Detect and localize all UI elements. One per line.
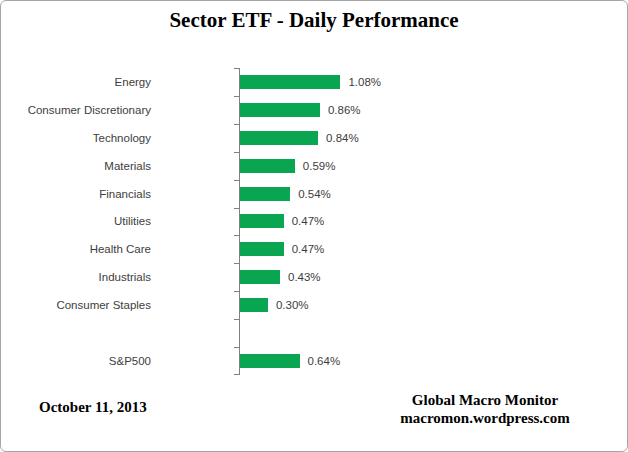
axis-tick <box>234 96 239 97</box>
category-label <box>1 319 151 347</box>
chart-row: Industrials 0.43% <box>1 263 628 291</box>
bar-value-label: 0.47% <box>292 208 325 236</box>
bar-value-label: 0.86% <box>328 96 361 124</box>
axis-tick <box>234 68 239 69</box>
category-label: Consumer Staples <box>1 291 151 319</box>
chart-row: S&P500 0.64% <box>1 347 628 375</box>
bar <box>240 103 320 117</box>
credit-line-1: Global Macro Monitor <box>379 391 591 409</box>
category-label: Energy <box>1 68 151 96</box>
axis-tick <box>234 374 239 375</box>
category-label: Industrials <box>1 263 151 291</box>
plot-area: Energy1.08%Consumer Discretionary0.86%Te… <box>1 68 628 375</box>
bar <box>240 354 300 368</box>
axis-tick <box>234 263 239 264</box>
axis-tick <box>234 124 239 125</box>
axis-tick <box>234 208 239 209</box>
chart-row: Financials 0.54% <box>1 180 628 208</box>
category-axis-line <box>239 68 240 375</box>
axis-tick <box>234 235 239 236</box>
category-label: Materials <box>1 152 151 180</box>
bar <box>240 298 268 312</box>
axis-tick <box>234 347 239 348</box>
bar <box>240 270 280 284</box>
bar <box>240 75 340 89</box>
bar-value-label: 0.47% <box>292 235 325 263</box>
chart-row: Consumer Discretionary 0.86% <box>1 96 628 124</box>
credit-line-2: macromon.wordpress.com <box>379 409 591 427</box>
chart-row: Health Care 0.47% <box>1 235 628 263</box>
chart-row <box>1 319 628 347</box>
category-label: Consumer Discretionary <box>1 96 151 124</box>
bar <box>240 242 284 256</box>
chart-row: Utilities 0.47% <box>1 208 628 236</box>
axis-tick <box>234 319 239 320</box>
bar <box>240 187 290 201</box>
chart-row: Consumer Staples 0.30% <box>1 291 628 319</box>
bar-value-label: 0.64% <box>308 347 341 375</box>
bar-value-label: 0.30% <box>276 291 309 319</box>
bar-value-label: 0.54% <box>298 180 331 208</box>
chart-row: Energy 1.08% <box>1 68 628 96</box>
sector-etf-chart: Sector ETF - Daily Performance Energy 1.0… <box>0 0 628 452</box>
bar-value-label: 0.43% <box>288 263 321 291</box>
axis-tick <box>234 152 239 153</box>
bar <box>240 214 284 228</box>
chart-title: Sector ETF - Daily Performance <box>1 8 627 33</box>
chart-row: Materials 0.59% <box>1 152 628 180</box>
chart-row: Technology 0.84% <box>1 124 628 152</box>
axis-tick <box>234 291 239 292</box>
chart-date: October 11, 2013 <box>39 399 147 416</box>
bar <box>240 131 318 145</box>
bar-value-label: 0.59% <box>303 152 336 180</box>
bar-value-label: 0.84% <box>326 124 359 152</box>
axis-tick <box>234 180 239 181</box>
category-label: S&P500 <box>1 347 151 375</box>
chart-credit: Global Macro Monitor macromon.wordpress.… <box>379 391 591 427</box>
bar-value-label: 1.08% <box>348 68 381 96</box>
category-label: Utilities <box>1 208 151 236</box>
bar <box>240 159 295 173</box>
category-label: Technology <box>1 124 151 152</box>
category-label: Health Care <box>1 235 151 263</box>
category-label: Financials <box>1 180 151 208</box>
